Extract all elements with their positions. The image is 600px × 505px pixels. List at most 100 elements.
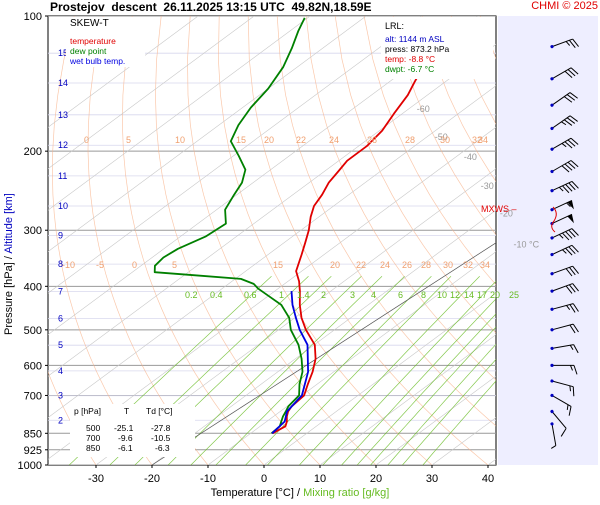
mixing-ratio-label: 1.4 bbox=[297, 290, 310, 300]
adiabat-label: 30 bbox=[443, 260, 453, 270]
wind-barb-dot bbox=[550, 208, 554, 212]
wind-barb-half-tick bbox=[566, 305, 571, 311]
pressure-tick-label: 700 bbox=[24, 390, 42, 402]
wind-barb-tick bbox=[567, 69, 576, 77]
isotherm-label: -50 bbox=[435, 132, 448, 142]
wind-barb-tick bbox=[571, 244, 579, 253]
wind-barb bbox=[550, 344, 579, 354]
x-axis-label-temperature: Temperature [°C] / bbox=[211, 487, 303, 499]
mixing-ratio-label: 17 bbox=[477, 290, 487, 300]
adiabat-label: 24 bbox=[380, 260, 390, 270]
wind-barb-tick bbox=[566, 117, 576, 124]
pressure-tick-label: 300 bbox=[24, 225, 42, 237]
wind-barb-tick bbox=[573, 344, 579, 354]
wind-barb-tick bbox=[568, 406, 572, 416]
wind-barb bbox=[550, 303, 579, 313]
wind-barb-tick bbox=[565, 268, 573, 277]
mixing-ratio-line bbox=[402, 358, 496, 465]
mixing-ratio-label: 3 bbox=[350, 290, 355, 300]
adiabat-label: 22 bbox=[356, 260, 366, 270]
pressure-tick-label: 200 bbox=[24, 146, 42, 158]
dry-adiabat bbox=[392, 16, 496, 236]
altitude-tick-label: 12 bbox=[58, 140, 68, 150]
wind-barb-tick bbox=[565, 184, 573, 192]
mixing-ratio-line bbox=[322, 280, 496, 465]
altitude-tick-label: 3 bbox=[58, 391, 63, 401]
wind-barb bbox=[550, 265, 579, 277]
wind-barb-dot bbox=[550, 379, 554, 383]
adiabat-label: 0 bbox=[132, 260, 137, 270]
mxws-marker bbox=[551, 206, 557, 233]
pressure-tick-label: 100 bbox=[24, 11, 42, 23]
wind-barb-staff bbox=[551, 67, 572, 80]
wind-barb-tick bbox=[568, 182, 576, 191]
summary-header-td: Td [°C] bbox=[146, 406, 173, 416]
wind-barb-staff bbox=[551, 180, 573, 192]
temperature-tick-label: 10 bbox=[314, 473, 326, 485]
wind-barb bbox=[550, 199, 574, 212]
adiabat-label: -5 bbox=[96, 260, 104, 270]
mixing-ratio-label: 0.2 bbox=[185, 290, 198, 300]
summary-row-p: 500 bbox=[86, 423, 101, 433]
wind-barb-staff bbox=[551, 423, 557, 446]
wind-barb-tick bbox=[563, 96, 573, 103]
wind-barb-half-tick bbox=[550, 445, 557, 449]
dry-adiabat bbox=[276, 16, 496, 427]
wind-barb-half-tick bbox=[566, 404, 569, 411]
wind-barb bbox=[550, 363, 578, 375]
altitude-tick-label: 8 bbox=[58, 259, 63, 269]
wind-barb-dot bbox=[550, 363, 554, 367]
wind-barb-tick bbox=[562, 232, 570, 241]
altitude-tick-label: 15 bbox=[58, 48, 68, 58]
wind-barb-dot bbox=[550, 169, 554, 174]
mixing-ratio-line bbox=[387, 343, 496, 465]
wind-barb bbox=[550, 409, 567, 437]
wind-barb-half-tick bbox=[570, 365, 573, 371]
x-axis-label-mixing: Mixing ratio [g/kg] bbox=[303, 487, 389, 499]
isotherm-line bbox=[207, 251, 496, 465]
wind-barb-tick bbox=[572, 323, 579, 333]
wind-barb bbox=[550, 244, 579, 257]
dry-adiabat bbox=[218, 16, 433, 465]
wind-barb-tick bbox=[570, 67, 579, 75]
dry-adiabat bbox=[247, 16, 489, 465]
isotherm-label: -40 bbox=[464, 152, 477, 162]
mixing-ratio-line bbox=[245, 276, 432, 465]
pressure-tick-label: 400 bbox=[24, 281, 42, 293]
pressure-tick-label: 1000 bbox=[18, 460, 42, 472]
isotherm-line bbox=[48, 16, 255, 170]
wind-barb-half-tick bbox=[569, 385, 572, 392]
mxws-label: MXWS – bbox=[481, 204, 517, 214]
mixing-ratio-line bbox=[370, 326, 496, 465]
wind-barb-tick bbox=[572, 283, 579, 292]
mixing-ratio-label: 20 bbox=[490, 290, 500, 300]
adiabat-label: 22 bbox=[296, 135, 306, 145]
isotherm-line bbox=[48, 43, 496, 377]
adiabat-label: 20 bbox=[264, 135, 274, 145]
adiabat-label: 15 bbox=[236, 135, 246, 145]
isotherm-label: -10 °C bbox=[513, 240, 539, 250]
wind-barb-tick bbox=[568, 229, 576, 238]
wind-barb-staff bbox=[551, 380, 574, 388]
wind-barb-staff bbox=[551, 283, 573, 292]
lrl-alt: alt: 1144 m ASL bbox=[385, 34, 445, 44]
wind-barb-tick bbox=[568, 267, 576, 276]
wind-barb-tick bbox=[572, 386, 575, 397]
summary-row-t: -25.1 bbox=[114, 423, 134, 433]
mixing-ratio-label: 0.4 bbox=[210, 290, 223, 300]
series-line-dew-point bbox=[153, 17, 306, 434]
wind-barb-dot bbox=[550, 147, 554, 151]
isotherm-line bbox=[48, 16, 423, 294]
wind-barb-staff bbox=[551, 244, 573, 256]
summary-row-td: -10.5 bbox=[151, 433, 171, 443]
wind-barb bbox=[550, 379, 575, 397]
isotherm-line bbox=[375, 375, 496, 465]
lrl-dwpt: dwpt: -6.7 °C bbox=[385, 64, 435, 74]
wind-barb-staff bbox=[551, 160, 572, 172]
isotherm-line bbox=[48, 16, 479, 336]
wind-barb bbox=[550, 283, 579, 294]
datetime-label: 26.11.2025 13:15 UTC bbox=[163, 0, 285, 14]
wind-barb-tick bbox=[568, 39, 576, 49]
mixing-ratio-label: 25 bbox=[509, 290, 519, 300]
adiabat-label: 34 bbox=[480, 260, 490, 270]
